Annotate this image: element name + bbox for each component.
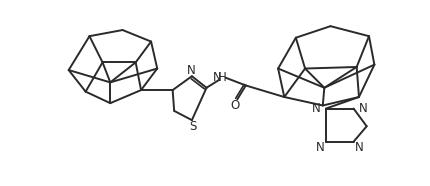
Text: N: N	[316, 141, 324, 154]
Text: N: N	[213, 71, 222, 84]
Text: S: S	[190, 120, 197, 133]
Text: N: N	[312, 102, 320, 115]
Text: N: N	[187, 64, 196, 77]
Text: N: N	[359, 102, 368, 115]
Text: N: N	[355, 141, 364, 154]
Text: H: H	[218, 71, 227, 84]
Text: O: O	[230, 99, 240, 112]
